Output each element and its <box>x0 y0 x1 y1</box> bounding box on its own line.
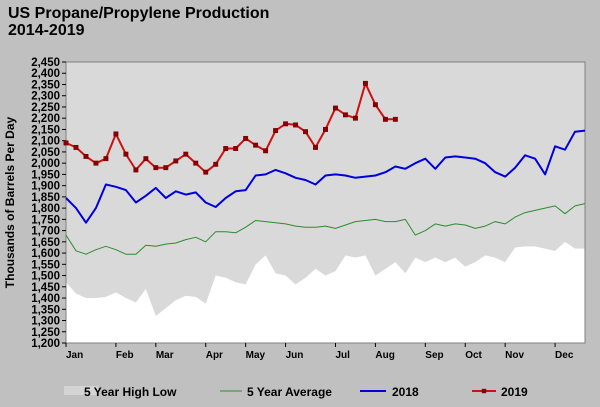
y-tick-label: 2,050 <box>31 147 60 159</box>
y-tick-label: 1,500 <box>31 271 60 283</box>
series-point-2019 <box>123 151 129 157</box>
y-tick-label: 2,000 <box>31 158 60 170</box>
series-point-2019 <box>253 142 259 148</box>
series-point-2019 <box>362 80 368 86</box>
series-point-2019 <box>183 151 189 157</box>
y-tick-label: 1,350 <box>31 304 60 316</box>
x-tick-label-mar: Mar <box>156 350 174 361</box>
y-tick-label: 1,950 <box>31 169 60 181</box>
series-point-2019 <box>83 153 89 159</box>
series-point-2019 <box>273 128 279 134</box>
x-tick-label-apr: Apr <box>206 350 223 361</box>
y-tick-label: 2,200 <box>31 113 60 125</box>
series-point-2019 <box>143 156 149 162</box>
series-point-2019 <box>113 131 119 137</box>
y-tick-label: 1,300 <box>31 316 60 328</box>
x-tick-label-aug: Aug <box>375 350 394 361</box>
y-tick-label: 1,850 <box>31 192 60 204</box>
y-tick-label: 1,800 <box>31 203 60 215</box>
y-tick-label: 1,200 <box>31 338 60 350</box>
x-tick-label-dec: Dec <box>555 350 574 361</box>
series-point-2019 <box>333 105 338 111</box>
y-tick-label: 2,150 <box>31 124 60 136</box>
x-tick-label-sep: Sep <box>425 350 443 361</box>
series-point-2019 <box>233 146 239 151</box>
series-point-2019 <box>283 121 289 127</box>
series-point-2019 <box>293 122 299 128</box>
series-point-2019 <box>63 140 69 146</box>
y-axis-label: Thousands of Barrels Per Day <box>3 116 17 288</box>
series-point-2019 <box>73 144 79 150</box>
series-point-2019 <box>243 135 249 141</box>
series-line-2019 <box>65 82 396 174</box>
series-point-2019 <box>203 169 209 175</box>
series-point-2019 <box>303 129 308 135</box>
series-point-2019 <box>223 146 229 151</box>
y-tick-label: 1,550 <box>31 259 60 271</box>
y-tick-label: 1,650 <box>31 237 60 249</box>
x-tick-label-oct: Oct <box>465 350 482 361</box>
series-line-5yr-average <box>65 203 586 255</box>
chart-title: US Propane/Propylene Production <box>8 5 270 22</box>
y-tick-label: 1,700 <box>31 226 60 238</box>
x-tick-label-nov: Nov <box>505 350 524 361</box>
series-point-2019 <box>133 167 139 173</box>
series-point-2019 <box>352 115 358 121</box>
series-point-2019 <box>392 116 398 122</box>
y-tick-label: 2,450 <box>31 57 60 69</box>
legend-label-2018: 2018 <box>392 385 419 399</box>
legend-label-band: 5 Year High Low <box>84 385 177 399</box>
y-tick-label: 2,100 <box>31 136 60 148</box>
y-tick-label: 2,250 <box>31 102 60 114</box>
x-tick-label-jul: Jul <box>335 350 350 361</box>
series-line-2018 <box>65 129 586 224</box>
plot-frame <box>65 61 586 344</box>
series-point-2019 <box>163 165 169 171</box>
y-tick-label: 1,400 <box>31 293 60 305</box>
legend-marker-2019 <box>481 388 487 394</box>
series-point-2019 <box>173 158 179 164</box>
series-point-2019 <box>343 112 348 118</box>
series-point-2019 <box>382 116 388 122</box>
series-point-2019 <box>263 148 269 154</box>
series-point-2019 <box>213 161 219 167</box>
y-tick-label: 2,350 <box>31 79 60 91</box>
legend-label-avg: 5 Year Average <box>247 385 332 399</box>
y-tick-label: 1,750 <box>31 214 60 226</box>
chart-subtitle: 2014-2019 <box>8 22 85 39</box>
y-tick-label: 1,600 <box>31 248 60 260</box>
band-5yr-high-low <box>66 62 585 317</box>
series-point-2019 <box>323 126 328 132</box>
y-tick-label: 1,250 <box>31 327 60 339</box>
series-point-2019 <box>153 165 159 171</box>
y-tick-label: 2,400 <box>31 68 60 80</box>
series-point-2019 <box>93 160 99 166</box>
x-tick-label-jun: Jun <box>286 350 304 361</box>
x-tick-label-jan: Jan <box>66 350 83 361</box>
y-tick-label: 1,450 <box>31 282 60 294</box>
y-tick-label: 1,900 <box>31 181 60 193</box>
legend-label-2019: 2019 <box>501 385 528 399</box>
series-point-2019 <box>372 102 378 108</box>
x-tick-label-feb: Feb <box>116 350 134 361</box>
series-point-2019 <box>313 144 318 150</box>
series-point-2019 <box>103 156 109 162</box>
y-tick-label: 2,300 <box>31 91 60 103</box>
x-tick-label-may: May <box>246 350 266 361</box>
series-point-2019 <box>193 160 199 166</box>
legend-swatch-band <box>64 386 98 395</box>
